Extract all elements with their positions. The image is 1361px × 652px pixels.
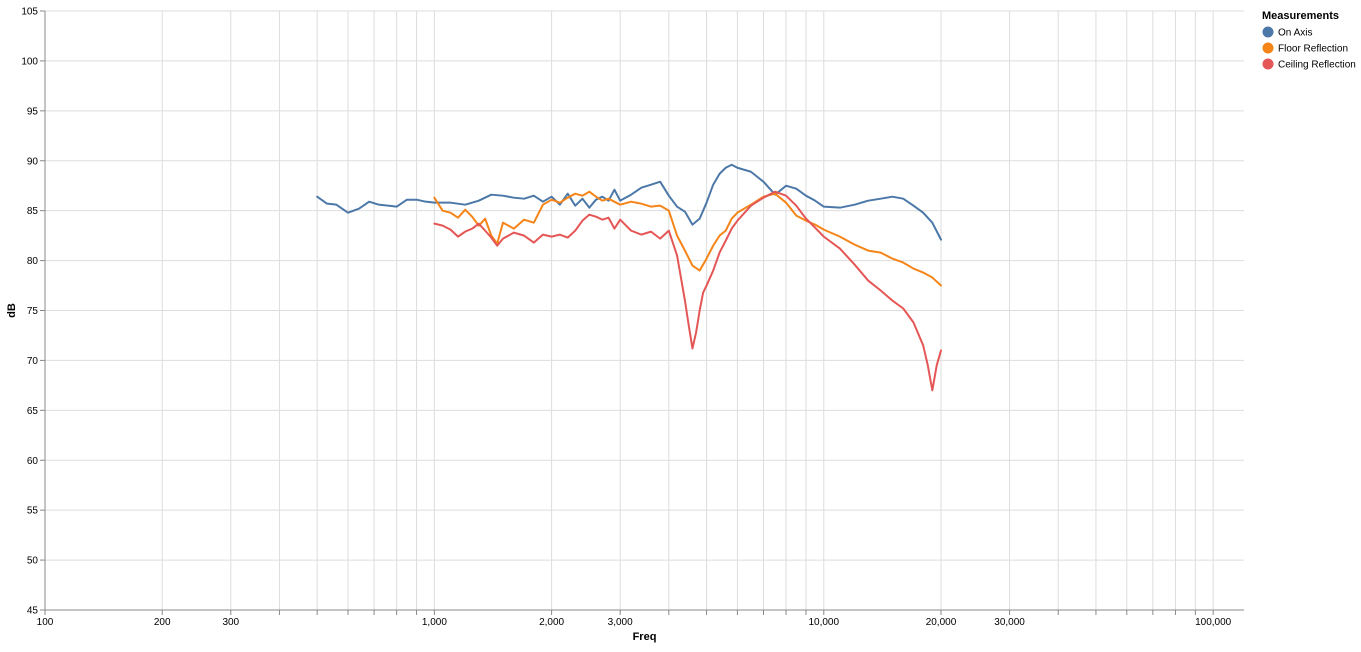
legend-item-floor-reflection[interactable]: Floor Reflection (1262, 42, 1349, 55)
legend-swatch (1262, 42, 1274, 54)
legend-item-ceiling-reflection[interactable]: Ceiling Reflection (1262, 58, 1356, 71)
y-tick-label: 70 (27, 356, 39, 367)
legend-swatch (1262, 26, 1274, 38)
x-tick-label: 2,000 (539, 617, 564, 628)
y-tick-label: 80 (27, 256, 39, 267)
legend-title: Measurements (1262, 10, 1339, 22)
y-tick-label: 90 (27, 156, 39, 167)
x-tick-label: 3,000 (608, 617, 633, 628)
x-tick-label: 100,000 (1195, 617, 1232, 628)
series-layer (316, 163, 942, 392)
legend-items: On Axis Floor Reflection Ceiling Reflectio… (1262, 26, 1356, 71)
x-tick-label: 100 (37, 617, 54, 628)
x-tick-label: 1,000 (422, 617, 447, 628)
legend-label: On Axis (1278, 28, 1312, 39)
y-axis-title: dB (6, 303, 18, 318)
y-tick-label: 100 (21, 56, 38, 67)
legend-label: Ceiling Reflection (1278, 60, 1356, 71)
series-line-floor-reflection[interactable] (433, 190, 942, 287)
y-tick-label: 60 (27, 456, 39, 467)
legend[interactable]: Measurements On Axis Floor Reflection Ceil… (1262, 10, 1356, 71)
y-tick-label: 95 (27, 106, 39, 117)
x-tick-label: 30,000 (994, 617, 1025, 628)
legend-swatch (1262, 58, 1274, 70)
y-tick-label: 105 (21, 7, 38, 18)
x-tick-label: 300 (222, 617, 239, 628)
x-tick-label: 20,000 (926, 617, 957, 628)
y-axis: 45 50 55 60 65 70 75 80 85 90 95 100 105 (21, 7, 46, 617)
x-tick-label: 10,000 (808, 617, 839, 628)
legend-label: Floor Reflection (1278, 44, 1348, 55)
y-tick-label: 65 (27, 406, 39, 417)
x-axis-title: Freq (633, 631, 657, 643)
legend-item-on-axis[interactable]: On Axis (1262, 26, 1313, 39)
y-tick-label: 75 (27, 306, 39, 317)
x-axis: 100 200 300 1,000 2,000 3,000 10,000 20,000 30,0… (37, 609, 1244, 628)
y-tick-label: 45 (27, 606, 39, 617)
series-line-ceiling-reflection[interactable] (433, 190, 942, 392)
y-tick-label: 50 (27, 556, 39, 567)
series-line-on-axis[interactable] (316, 163, 942, 241)
x-tick-label: 200 (154, 617, 171, 628)
y-grid (45, 10, 1244, 611)
y-tick-label: 55 (27, 506, 39, 517)
y-tick-label: 85 (27, 206, 39, 217)
